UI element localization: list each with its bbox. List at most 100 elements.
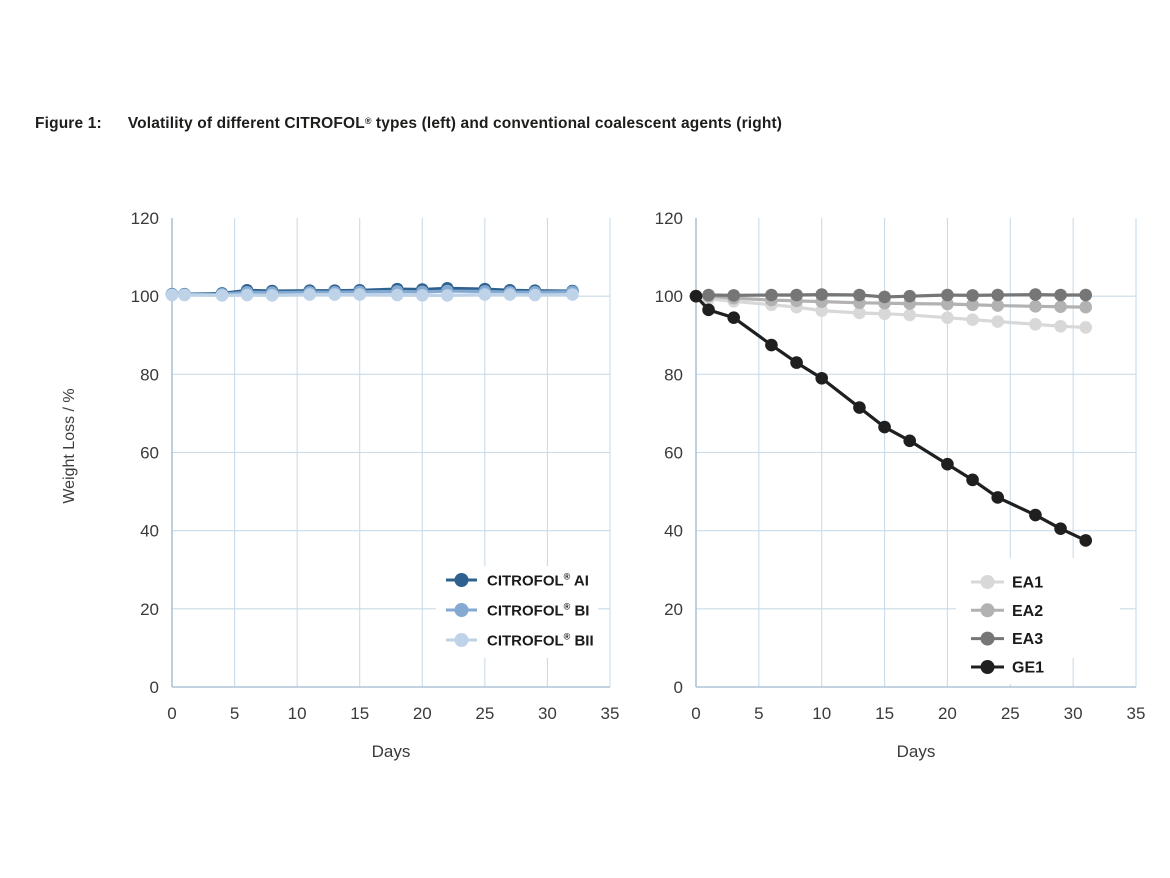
y-tick-label: 120 [131,209,159,228]
data-point-citrofol-bii [215,289,229,302]
x-tick-label: 20 [413,704,432,723]
data-point-ea3 [1054,288,1067,302]
data-point-citrofol-bii [441,289,454,302]
data-point-ge1 [853,401,866,414]
data-point-ea1 [853,306,866,320]
data-point-ea3 [790,288,803,302]
data-point-ea3 [727,289,741,302]
data-point-ea1 [1079,321,1093,334]
figure-title: Figure 1: Volatility of different CITROFO… [35,115,782,133]
data-point-citrofol-bii [265,289,279,302]
x-tick-label: 15 [875,704,894,723]
tick-labels: 0 20 40 60 80 100 120 0 5 10 15 20 25 30 35 [131,209,620,723]
data-point-ea2 [991,299,1005,312]
data-point-ge1 [966,473,979,487]
legend-label-citrofol-bi: CITROFOL® BI [487,602,589,620]
y-tick-label: 120 [655,209,683,228]
data-point-ea1 [1054,319,1067,333]
legend: CITROFOL® AI CITROFOL® BI CITROFOL® BII [436,566,598,658]
data-point-citrofol-bii [478,288,492,301]
tick-labels: 0 20 40 60 80 100 120 0 5 10 15 20 25 30 35 [655,209,1146,723]
legend-item-ea3: EA3 [971,631,1043,648]
data-point-ea3 [1029,288,1042,301]
data-point-ea1 [966,313,979,326]
legend-label-ge1: GE1 [1012,660,1044,677]
data-point-ge1 [790,356,803,369]
x-tick-label: 30 [538,704,557,723]
y-tick-label: 20 [664,600,683,619]
x-tick-label: 25 [475,704,494,723]
data-point-citrofol-bii [503,288,517,301]
figure-title-main: Volatility of different CITROFOL [127,115,365,132]
data-point-ea1 [815,304,829,317]
y-tick-label: 80 [140,365,159,384]
y-tick-label: 40 [664,522,683,541]
data-point-ea3 [878,290,891,304]
data-point-ge1 [991,491,1005,504]
legend-label-ea2: EA2 [1012,603,1043,620]
y-tick-label: 80 [664,365,683,384]
data-point-ge1 [727,311,741,324]
legend-label-citrofol-bii: CITROFOL® BII [487,632,594,650]
series-line-ge1 [694,294,1088,543]
data-point-ge1 [815,371,829,385]
y-tick-label: 60 [664,444,683,463]
x-tick-label: 35 [601,704,620,723]
data-point-ea3 [1079,288,1093,302]
data-point-ge1 [903,434,917,448]
data-point-ge1 [1054,522,1067,536]
x-axis-label-right: Days [896,742,936,761]
chart-right: 0 20 40 60 80 100 120 0 5 10 15 20 25 30 35 EA1 EA2 EA3 GE… [655,209,1146,723]
x-axis-label-left: Days [371,742,411,761]
data-point-citrofol-bii [165,288,179,302]
series-line-ea1 [694,294,1088,330]
x-tick-label: 0 [167,704,176,723]
data-point-ge1 [765,338,778,352]
legend-item-citrofol-bii: CITROFOL® BII [446,632,594,650]
legend-marker-ge1 [980,660,995,674]
data-point-citrofol-bii [415,289,429,302]
data-point-ea2 [1029,300,1042,313]
data-point-ea2 [941,297,954,311]
y-tick-label: 60 [140,444,159,463]
series-markers-citrofol-bii [165,288,579,302]
data-point-ea3 [853,288,866,302]
data-point-ea1 [903,308,917,322]
data-point-citrofol-bii [178,288,191,302]
data-point-citrofol-bii [528,288,542,302]
y-tick-label: 100 [655,287,683,306]
figure-title-text: Volatility of different CITROFOL® types … [128,115,782,132]
data-point-citrofol-bii [303,288,316,301]
data-point-ea2 [1079,300,1093,314]
data-point-citrofol-bii [240,288,254,302]
data-point-citrofol-bii [353,288,367,301]
legend-marker-citrofol-bi [454,603,469,617]
x-tick-label: 10 [288,704,307,723]
figure-label: Figure 1: [35,115,102,132]
x-tick-label: 10 [812,704,831,723]
y-tick-label: 0 [674,678,683,697]
data-point-ea2 [1054,300,1067,314]
x-tick-label: 20 [938,704,957,723]
data-point-ge1 [1029,508,1042,522]
legend-marker-citrofol-bii [454,633,469,647]
y-tick-label: 20 [140,600,159,619]
legend-item-citrofol-bi: CITROFOL® BI [446,602,589,620]
data-point-citrofol-bii [328,288,341,301]
data-point-ea2 [966,298,979,312]
x-tick-label: 5 [754,704,763,723]
data-point-citrofol-bii [566,288,579,301]
legend-marker-ea2 [980,603,995,618]
y-tick-label: 100 [131,287,159,306]
legend-label-ea1: EA1 [1012,575,1043,592]
x-tick-label: 25 [1001,704,1020,723]
legend-item-ea1: EA1 [971,575,1043,592]
data-point-ea3 [815,288,829,301]
data-point-ea1 [878,307,891,321]
data-point-ea3 [991,288,1005,302]
legend-background [956,658,1062,684]
data-point-ge1 [878,420,891,434]
legend-item-ea2: EA2 [971,603,1043,620]
legend: EA1 EA2 EA3 GE1 [956,558,1120,684]
